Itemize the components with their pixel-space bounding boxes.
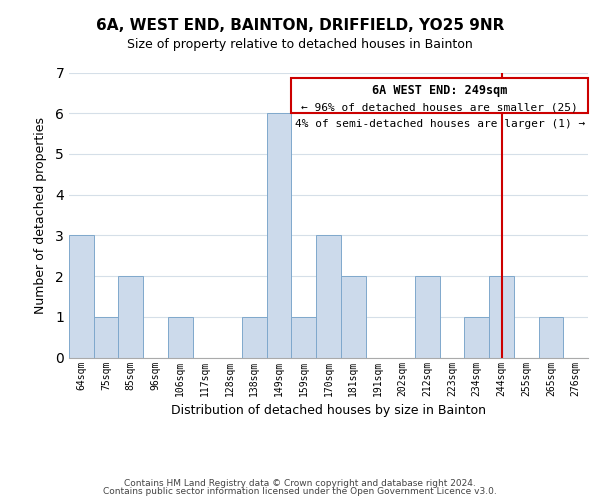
Text: 6A WEST END: 249sqm: 6A WEST END: 249sqm <box>372 84 508 97</box>
Bar <box>267 113 292 358</box>
Text: Contains HM Land Registry data © Crown copyright and database right 2024.: Contains HM Land Registry data © Crown c… <box>124 478 476 488</box>
Y-axis label: Number of detached properties: Number of detached properties <box>34 116 47 314</box>
Bar <box>168 317 193 358</box>
Text: 6A, WEST END, BAINTON, DRIFFIELD, YO25 9NR: 6A, WEST END, BAINTON, DRIFFIELD, YO25 9… <box>96 18 504 32</box>
Bar <box>242 317 267 358</box>
Bar <box>341 276 365 357</box>
Text: Contains public sector information licensed under the Open Government Licence v3: Contains public sector information licen… <box>103 488 497 496</box>
X-axis label: Distribution of detached houses by size in Bainton: Distribution of detached houses by size … <box>171 404 486 417</box>
Text: ← 96% of detached houses are smaller (25): ← 96% of detached houses are smaller (25… <box>301 102 578 112</box>
Bar <box>118 276 143 357</box>
Text: Size of property relative to detached houses in Bainton: Size of property relative to detached ho… <box>127 38 473 51</box>
Text: 4% of semi-detached houses are larger (1) →: 4% of semi-detached houses are larger (1… <box>295 119 585 129</box>
Bar <box>464 317 489 358</box>
Bar <box>94 317 118 358</box>
Bar <box>69 236 94 358</box>
Bar <box>316 236 341 358</box>
Bar <box>539 317 563 358</box>
Bar <box>415 276 440 357</box>
Bar <box>292 317 316 358</box>
Bar <box>489 276 514 357</box>
